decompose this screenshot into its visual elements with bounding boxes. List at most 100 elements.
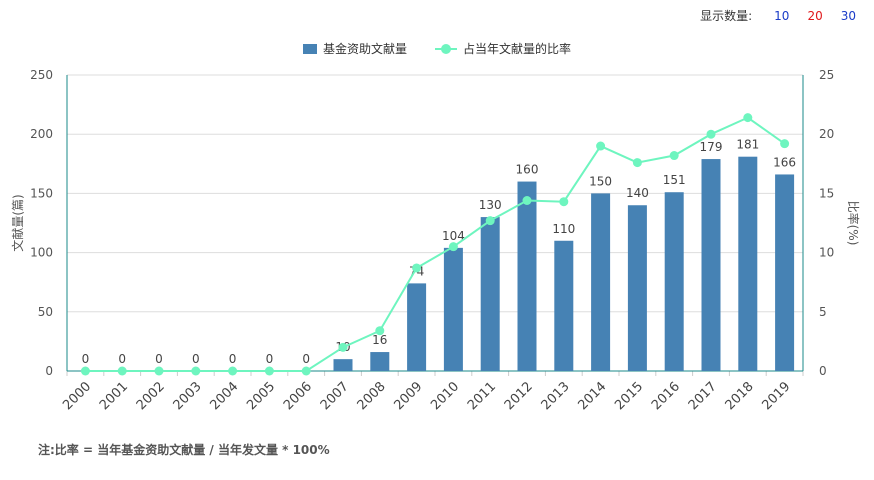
x-tick-label: 2013	[539, 379, 573, 413]
bar	[517, 181, 537, 371]
ratio-point	[375, 326, 385, 336]
ratio-point	[448, 242, 458, 252]
bar	[775, 174, 795, 371]
bar-value-label: 0	[302, 352, 310, 366]
bar-value-label: 16	[372, 333, 387, 347]
bar-value-label: 160	[516, 163, 539, 177]
bar	[370, 352, 390, 371]
bar	[738, 156, 758, 371]
x-tick-label: 2014	[575, 379, 609, 413]
bar	[627, 205, 647, 371]
bar-value-label: 166	[773, 155, 796, 169]
bar-value-label: 0	[82, 352, 90, 366]
bar	[554, 240, 574, 371]
x-tick-label: 2000	[60, 379, 94, 413]
x-tick-label: 2017	[686, 379, 720, 413]
legend-item-bar[interactable]: 基金资助文献量	[302, 40, 407, 57]
y2-tick-label: 25	[819, 68, 834, 82]
chart-legend: 基金资助文献量 占当年文献量的比率	[0, 40, 874, 57]
y-tick-label: 200	[30, 127, 53, 141]
display-count-option-30[interactable]: 30	[840, 8, 856, 23]
legend-line-swatch	[435, 43, 457, 54]
y-tick-label: 250	[30, 68, 53, 82]
ratio-point	[228, 366, 238, 376]
ratio-point	[706, 129, 716, 139]
ratio-point	[743, 113, 753, 123]
y2-tick-label: 10	[819, 246, 834, 260]
x-tick-label: 2010	[428, 379, 462, 413]
bar	[664, 192, 684, 371]
legend-item-line[interactable]: 占当年文献量的比率	[435, 40, 571, 57]
ratio-point	[264, 366, 274, 376]
ratio-point	[485, 216, 495, 226]
x-tick-label: 2016	[649, 379, 683, 413]
ratio-point	[412, 263, 422, 273]
bar	[591, 193, 611, 371]
y-tick-label: 0	[45, 364, 53, 378]
y-tick-label: 100	[30, 246, 53, 260]
bar	[480, 217, 500, 371]
ratio-point	[338, 342, 348, 352]
y2-axis-title: 比率(%)	[846, 201, 861, 246]
legend-line-label: 占当年文献量的比率	[463, 42, 572, 56]
bar-value-label: 0	[229, 352, 237, 366]
ratio-point	[301, 366, 311, 376]
display-count-bar: 显示数量: 10 20 30	[700, 7, 860, 24]
display-count-option-10[interactable]: 10	[774, 8, 790, 23]
bar-value-label: 150	[589, 174, 612, 188]
bar	[701, 159, 721, 371]
bar-value-label: 140	[626, 186, 649, 200]
bar-value-label: 0	[266, 352, 274, 366]
ratio-point	[559, 197, 569, 207]
bar-value-label: 179	[700, 140, 723, 154]
x-tick-label: 2004	[207, 379, 241, 413]
x-tick-label: 2011	[465, 379, 499, 413]
ratio-note: 注:比率 = 当年基金资助文献量 / 当年发文量 * 100%	[38, 443, 330, 457]
bar	[443, 247, 463, 371]
y2-tick-label: 20	[819, 127, 834, 141]
ratio-line	[85, 116, 786, 372]
bar-value-label: 104	[442, 229, 465, 243]
x-tick-label: 2007	[318, 379, 352, 413]
bar-value-label: 0	[118, 352, 126, 366]
x-tick-label: 2001	[97, 379, 131, 413]
ratio-point	[669, 151, 679, 161]
ratio-point	[154, 366, 164, 376]
x-tick-label: 2005	[244, 379, 278, 413]
bar-value-label: 151	[663, 173, 686, 187]
bar-value-label: 0	[192, 352, 200, 366]
bar	[333, 359, 353, 371]
y-tick-label: 150	[30, 186, 53, 200]
legend-bar-swatch	[302, 43, 317, 54]
x-tick-label: 2018	[723, 379, 757, 413]
x-tick-label: 2008	[355, 379, 389, 413]
bar-value-label: 130	[479, 198, 502, 212]
y-tick-label: 50	[38, 305, 53, 319]
ratio-point	[596, 141, 606, 151]
y2-tick-label: 5	[819, 305, 827, 319]
ratio-point	[80, 366, 90, 376]
ratio-point	[191, 366, 201, 376]
ratio-point	[780, 139, 790, 149]
bar	[407, 283, 427, 371]
x-tick-label: 2019	[759, 379, 793, 413]
legend-bar-label: 基金资助文献量	[322, 42, 407, 56]
ratio-point	[117, 366, 127, 376]
x-tick-label: 2006	[281, 379, 315, 413]
x-tick-label: 2002	[134, 379, 168, 413]
y-axis-title: 文献量(篇)	[10, 194, 25, 251]
x-tick-label: 2012	[502, 379, 536, 413]
x-tick-label: 2003	[171, 379, 205, 413]
ratio-point	[522, 196, 532, 206]
x-tick-label: 2015	[612, 379, 646, 413]
display-count-label: 显示数量:	[700, 9, 753, 23]
bar-value-label: 110	[552, 222, 575, 236]
bar-value-label: 0	[155, 352, 163, 366]
display-count-option-20[interactable]: 20	[807, 8, 823, 23]
ratio-point	[632, 158, 642, 168]
bar-value-label: 181	[736, 138, 759, 152]
y2-tick-label: 15	[819, 186, 834, 200]
x-tick-label: 2009	[391, 379, 425, 413]
y2-tick-label: 0	[819, 364, 827, 378]
